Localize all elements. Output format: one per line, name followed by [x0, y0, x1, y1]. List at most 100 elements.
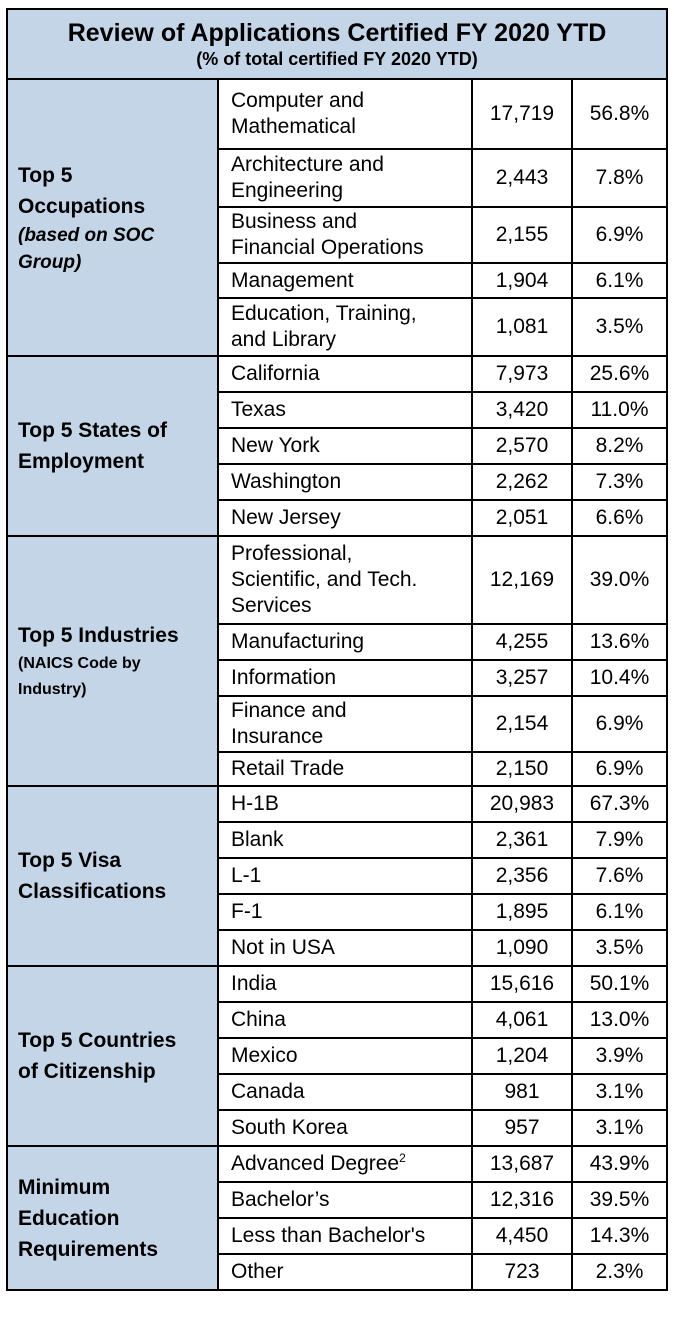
count-cell: 17,719 [471, 78, 573, 150]
percent-cell: 50.1% [570, 965, 669, 1003]
percent-cell: 13.0% [570, 1001, 669, 1039]
row-label-cell: India [217, 965, 473, 1003]
table-row: Other 723 2.3% [7, 1253, 669, 1291]
row-label: Less than Bachelor's [231, 1224, 426, 1247]
row-label: Texas [231, 398, 286, 421]
table-row: F-1 1,895 6.1% [7, 893, 669, 931]
row-label: Information [231, 666, 337, 689]
row-label-cell: New York [217, 427, 473, 465]
table-row: Architecture and Engineering 2,443 7.8% [7, 148, 669, 208]
row-label-cell: Other [217, 1253, 473, 1291]
category-title: Employment [18, 450, 145, 473]
row-label: Washington [231, 470, 342, 493]
count-cell: 1,904 [471, 262, 573, 299]
percent-cell: 7.9% [570, 821, 669, 859]
category-title: Education [18, 1206, 120, 1230]
row-label-cell: Manufacturing [217, 623, 473, 661]
count-cell: 15,616 [471, 965, 573, 1003]
category-note: (NAICS Code by [18, 654, 141, 672]
row-label: Professional, [231, 542, 353, 565]
count-cell: 1,090 [471, 929, 573, 967]
percent-cell: 10.4% [570, 659, 669, 697]
table-row: Canada 981 3.1% [7, 1073, 669, 1111]
row-label: Not in USA [231, 936, 335, 959]
row-label: New York [231, 434, 320, 457]
category-title: Top 5 Visa [18, 849, 122, 872]
count-cell: 957 [471, 1109, 573, 1147]
row-label: Bachelor’s [231, 1188, 330, 1211]
row-label-cell: Information [217, 659, 473, 697]
table-row: New York 2,570 8.2% [7, 427, 669, 465]
row-label-cell: Finance and Insurance [217, 695, 473, 753]
count-cell: 12,169 [471, 535, 573, 625]
category-title: Occupations [18, 194, 146, 218]
table-row: Top 5 Occupations (based on SOC Group) Compu… [6, 78, 669, 357]
table-row: China 4,061 13.0% [7, 1001, 669, 1039]
percent-cell: 3.1% [570, 1109, 669, 1147]
category-title: Top 5 Industries [18, 623, 179, 647]
row-label-cell: Computer and Mathematical [217, 78, 473, 150]
percent-cell: 43.9% [570, 1145, 669, 1183]
percent-cell: 7.8% [570, 148, 669, 208]
row-label: Business and [231, 210, 358, 233]
row-label-cell: Washington [217, 463, 473, 501]
table-row: Management 1,904 6.1% [7, 262, 669, 299]
title-row: Review of Applications Certified FY 2020… [5, 8, 669, 80]
table-row: L-1 2,356 7.6% [7, 857, 669, 895]
percent-cell: 11.0% [570, 391, 669, 429]
table-row: Texas 3,420 11.0% [7, 391, 669, 429]
row-label-cell: Less than Bachelor's [217, 1217, 473, 1255]
row-label: Engineering [231, 179, 344, 202]
row-label-cell: L-1 [217, 857, 473, 895]
row-label: Finance and [231, 699, 347, 722]
category-cell: Minimum Education Requirements [6, 1145, 219, 1291]
count-cell: 2,356 [471, 857, 573, 895]
percent-cell: 8.2% [570, 427, 669, 465]
row-label: Insurance [231, 725, 324, 748]
row-label: Retail Trade [231, 757, 345, 780]
count-cell: 2,051 [471, 499, 573, 537]
count-cell: 13,687 [471, 1145, 573, 1183]
row-label-cell: Canada [217, 1073, 473, 1111]
table-row: Washington 2,262 7.3% [7, 463, 669, 501]
row-label-cell: China [217, 1001, 473, 1039]
row-label: Architecture and [231, 153, 384, 176]
row-label-cell: H-1B [217, 785, 473, 823]
row-label: Management [231, 268, 354, 292]
percent-cell: 6.1% [570, 893, 669, 931]
count-cell: 2,570 [471, 427, 573, 465]
category-note: (based on SOC [18, 224, 155, 246]
table-row: Top 5 Industries (NAICS Code by Industry) P… [6, 535, 669, 787]
table-row: New Jersey 2,051 6.6% [7, 499, 669, 537]
table-row: Minimum Education Requirements Advanced Deg… [6, 1145, 669, 1291]
report-table: Review of Applications Certified FY 2020… [5, 8, 669, 1291]
row-label-cell: Texas [217, 391, 473, 429]
percent-cell: 6.9% [570, 206, 669, 264]
row-label: Mathematical [231, 115, 356, 138]
footnote-marker: 2 [399, 1151, 406, 1165]
table-row: Top 5 Countries of Citizenship India 15,616… [6, 965, 669, 1147]
row-label-cell: F-1 [217, 893, 473, 931]
row-label-cell: Architecture and Engineering [217, 148, 473, 208]
count-cell: 2,154 [471, 695, 573, 753]
row-label-cell: Blank [217, 821, 473, 859]
count-cell: 4,450 [471, 1217, 573, 1255]
percent-cell: 2.3% [570, 1253, 669, 1291]
category-title: Top 5 [18, 163, 73, 187]
row-label: Other [231, 1260, 284, 1283]
percent-cell: 3.9% [570, 1037, 669, 1075]
percent-cell: 13.6% [570, 623, 669, 661]
percent-cell: 67.3% [570, 785, 669, 823]
row-label: Services [231, 594, 312, 617]
row-label-cell: Management [217, 262, 473, 299]
percent-cell: 6.9% [570, 751, 669, 787]
category-cell: Top 5 Industries (NAICS Code by Industry) [6, 535, 219, 787]
count-cell: 1,895 [471, 893, 573, 931]
row-label-cell: Advanced Degree2 [217, 1145, 473, 1183]
count-cell: 2,262 [471, 463, 573, 501]
row-label-cell: Education, Training, and Library [217, 297, 473, 357]
percent-cell: 3.5% [570, 929, 669, 967]
count-cell: 12,316 [471, 1181, 573, 1219]
row-label: Mexico [231, 1044, 298, 1067]
row-label-cell: Professional, Scientific, and Tech. Servic… [217, 535, 473, 625]
